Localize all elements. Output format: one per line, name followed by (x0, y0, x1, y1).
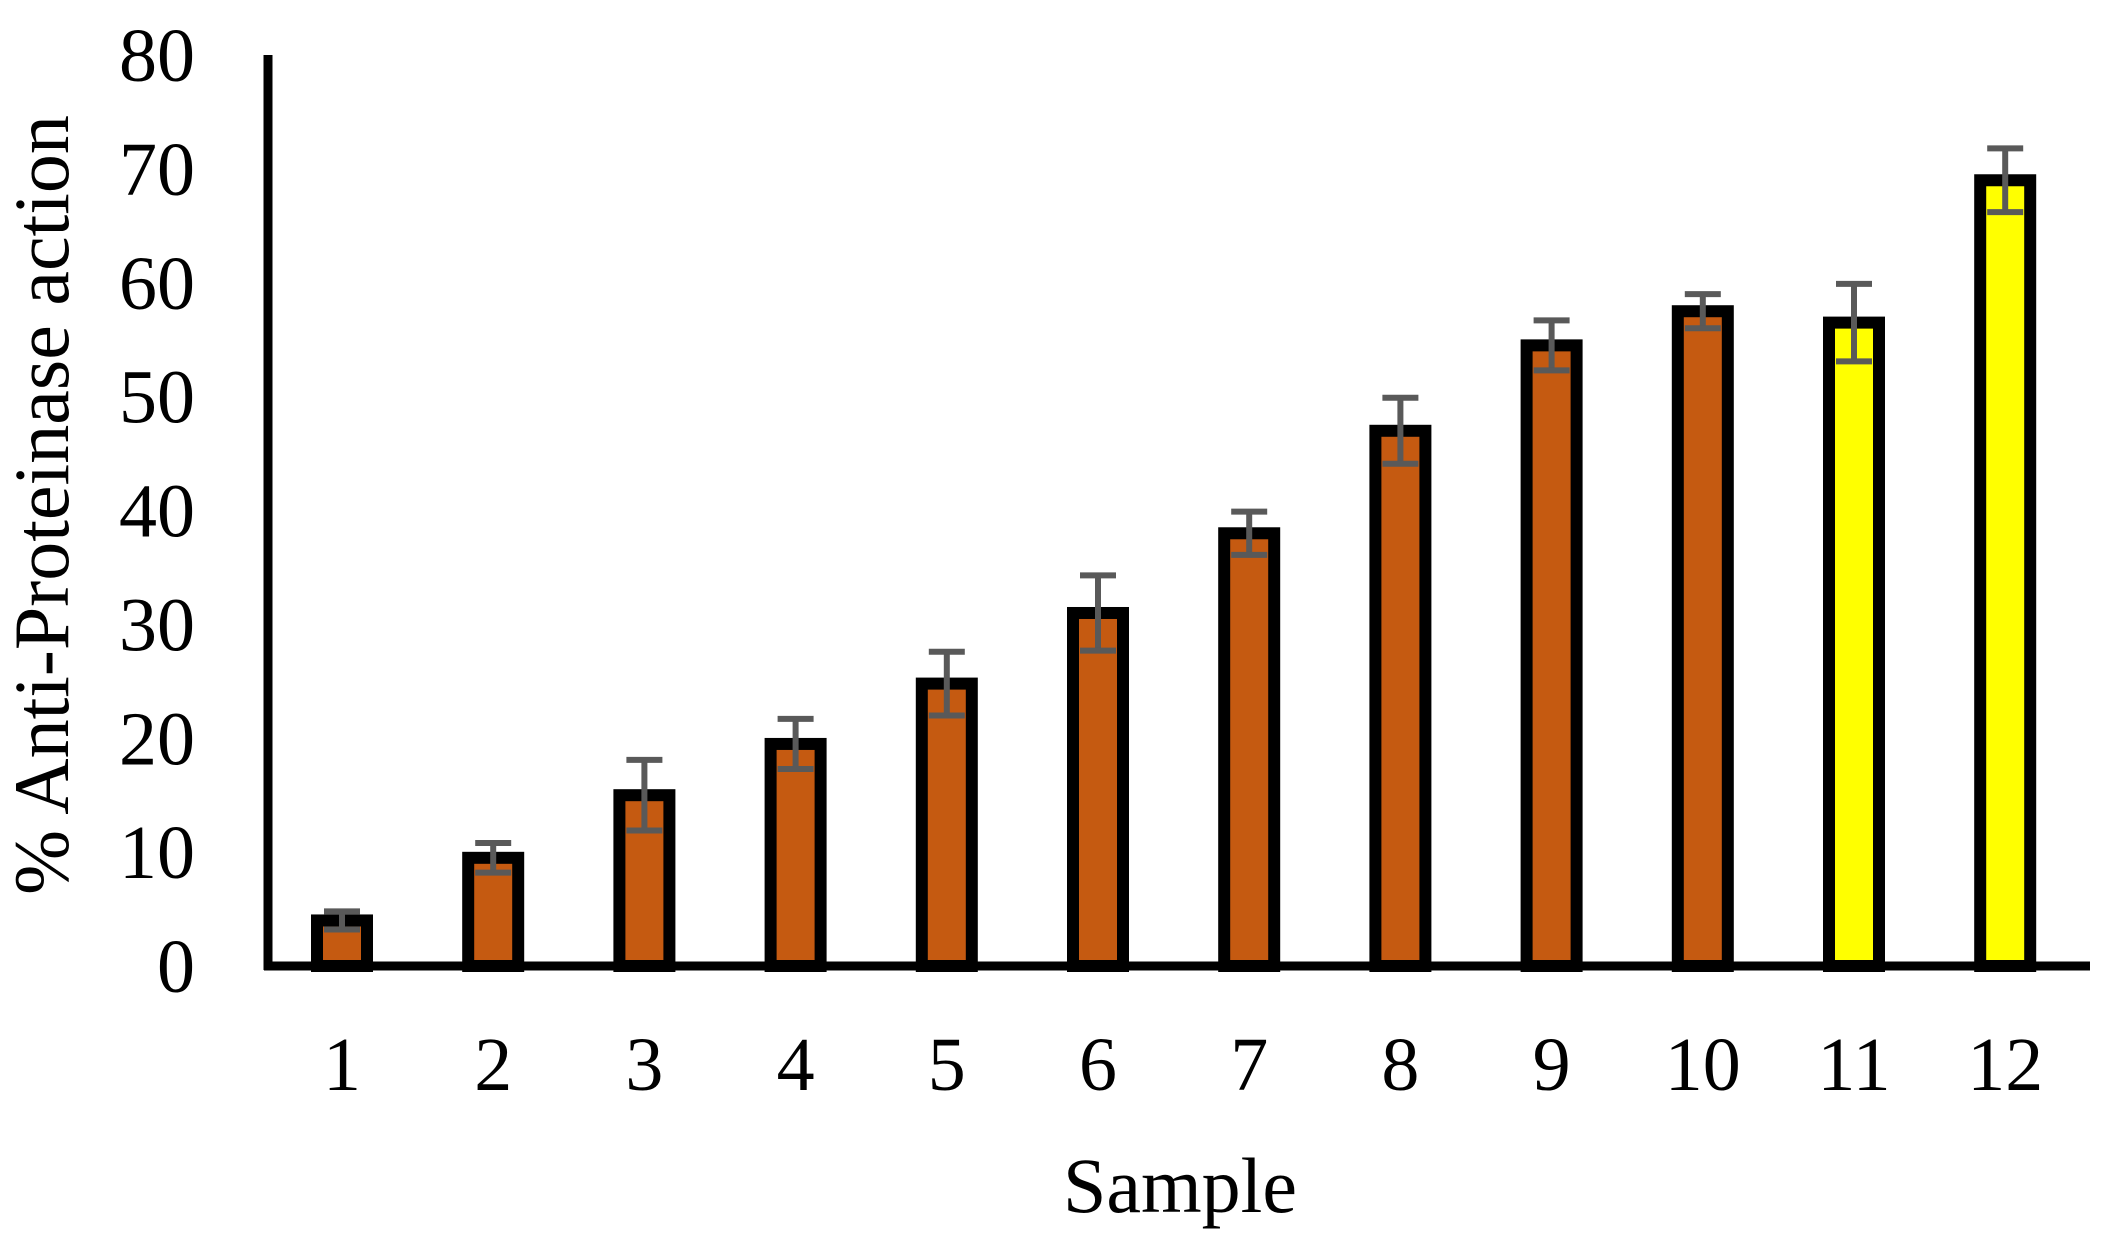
error-bar-5 (928, 648, 965, 719)
bar-5 (915, 677, 978, 973)
error-bar-8 (1382, 394, 1419, 467)
bar-8 (1369, 424, 1432, 973)
x-tick-label: 1 (323, 1023, 361, 1107)
y-axis-title: % Anti-Proteinase action (0, 115, 85, 895)
error-bar-7 (1231, 508, 1268, 558)
error-bar-11 (1836, 280, 1872, 365)
x-tick-label: 11 (1817, 1023, 1890, 1107)
y-tick-labels: 0 10 20 30 40 50 60 70 80 (119, 14, 195, 1009)
bar-11 (1823, 316, 1885, 972)
error-bar-1 (324, 908, 360, 933)
bar-10 (1671, 305, 1734, 972)
y-tick-label: 60 (119, 242, 195, 326)
error-bar-12 (1987, 145, 2024, 216)
x-tick-label: 6 (1079, 1023, 1117, 1107)
x-tick-label: 9 (1533, 1023, 1571, 1107)
error-bars-group (324, 145, 2024, 933)
x-tick-label: 2 (474, 1023, 512, 1107)
y-tick-label: 70 (119, 128, 195, 212)
bar-7 (1218, 527, 1281, 973)
error-bar-6 (1080, 572, 1116, 654)
error-bar-2 (475, 840, 512, 876)
bar-12 (1974, 174, 2037, 972)
bar-6 (1067, 606, 1129, 972)
x-tick-label: 4 (777, 1023, 815, 1107)
y-tick-label: 40 (119, 470, 195, 554)
y-tick-label: 0 (157, 925, 195, 1009)
x-tick-label: 5 (928, 1023, 966, 1107)
bar-4 (764, 737, 827, 972)
x-tick-label: 3 (625, 1023, 663, 1107)
error-bar-3 (626, 756, 663, 834)
bar-9 (1520, 339, 1583, 973)
error-bar-10 (1684, 291, 1721, 332)
error-bar-4 (777, 715, 814, 772)
y-tick-label: 30 (119, 583, 195, 667)
y-tick-label: 50 (119, 356, 195, 440)
x-axis-title: Sample (1063, 1142, 1297, 1229)
x-tick-labels: 1 2 3 4 5 6 7 8 9 10 11 12 (323, 1023, 2043, 1107)
x-tick-label: 10 (1665, 1023, 1741, 1107)
x-tick-label: 12 (1967, 1023, 2043, 1107)
y-tick-label: 80 (119, 14, 195, 98)
x-tick-label: 7 (1230, 1023, 1268, 1107)
x-tick-label: 8 (1381, 1023, 1419, 1107)
y-tick-label: 20 (119, 697, 195, 781)
error-bar-9 (1533, 317, 1570, 374)
bars-group (311, 174, 2037, 973)
y-tick-label: 10 (119, 811, 195, 895)
